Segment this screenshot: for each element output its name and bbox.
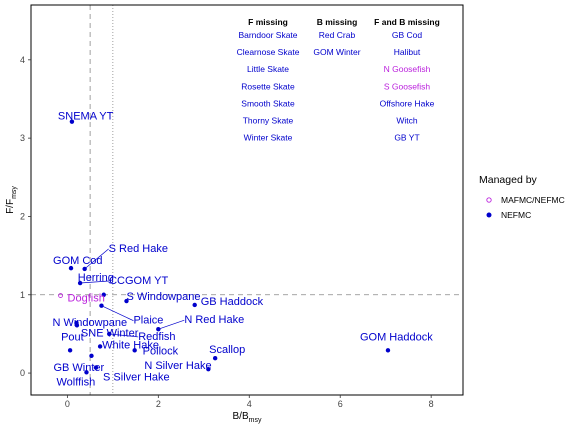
legend-label-nefmc: NEFMC <box>501 210 531 220</box>
label-n-silver-hake: N Silver Hake <box>144 360 211 372</box>
point-plaice <box>99 303 104 308</box>
table-cell-clearnose-skate: Clearnose Skate <box>237 47 300 57</box>
label-gb-winter: GB Winter <box>53 362 104 374</box>
label-pout: Pout <box>61 331 84 343</box>
point-gb-haddock <box>192 302 197 308</box>
point-sne-winter <box>74 323 80 328</box>
x-axis-title: B/Bmsy <box>233 411 262 424</box>
data-points <box>58 119 391 375</box>
label-gb-haddock: GB Haddock <box>201 296 264 308</box>
table-header-b-missing: B missing <box>317 17 358 27</box>
table-cell-winter-skate: Winter Skate <box>244 133 293 143</box>
point-pollock <box>132 348 137 353</box>
table-header-f-missing: F missing <box>248 17 288 27</box>
table-cell-red-crab: Red Crab <box>319 30 356 40</box>
point-labels: SNEMA YT GOM Cod S Red Hake CCGOM YTHerring… <box>52 111 433 389</box>
table-cell-little-skate: Little Skate <box>247 64 289 74</box>
x-tick-label: 0 <box>65 399 70 409</box>
label-n-red-hake: N Red Hake <box>184 314 244 326</box>
legend-marker-nefmc <box>486 212 492 218</box>
legend-title: Managed by <box>479 174 538 186</box>
leader-redfish <box>109 333 139 338</box>
label-gom-cod: GOM Cod <box>53 255 103 267</box>
plot-panel-border <box>30 4 464 396</box>
table-header-f-and-b-missing: F and B missing <box>374 17 440 27</box>
leader-plaice <box>101 305 134 322</box>
point-redfish <box>107 331 112 337</box>
point-s-silver-hake <box>93 365 99 370</box>
y-tick-label: 3 <box>20 133 25 143</box>
label-pollock: Pollock <box>143 345 179 357</box>
point-pout <box>67 348 73 353</box>
leader-n-red-hake <box>158 319 185 330</box>
x-tick-label: 6 <box>338 399 343 409</box>
label-s-silver-hake: S Silver Hake <box>103 372 170 384</box>
label-white-hake: White Hake <box>102 339 159 351</box>
label-wolffish: Wolffish <box>56 376 95 388</box>
leader-ccgom-yt <box>80 280 110 284</box>
point-ccgom-yt <box>77 280 83 286</box>
table-cell-smooth-skate: Smooth Skate <box>241 98 295 108</box>
table-cell-gb-yt: GB YT <box>394 133 419 143</box>
table-cell-thorny-skate: Thorny Skate <box>243 116 294 126</box>
label-gom-haddock: GOM Haddock <box>360 331 433 343</box>
point-dogfish <box>58 293 63 298</box>
table-cell-n-goosefish: N Goosefish <box>384 64 431 74</box>
y-tick-label: 0 <box>20 368 25 378</box>
table-cell-witch: Witch <box>396 116 418 126</box>
label-dogfish: Dogfish <box>68 293 105 305</box>
label-n-windowpane: N Windowpane <box>52 317 127 329</box>
point-s-windowpane <box>124 298 129 304</box>
legend-label-mafmc-nefmc: MAFMC/NEFMC <box>501 195 565 205</box>
x-tick-label: 2 <box>156 399 161 409</box>
point-s-red-hake <box>82 266 87 272</box>
table-cell-rosette-skate: Rosette Skate <box>241 81 295 91</box>
label-s-red-hake: S Red Hake <box>109 243 168 255</box>
missing-data-table: F missing Barndoor Skate Clearnose Skate Li… <box>237 17 440 143</box>
x-tick-label: 4 <box>247 399 252 409</box>
y-axis-title: F/Fmsy <box>5 186 18 214</box>
point-n-red-hake <box>156 327 161 332</box>
label-redfish: Redfish <box>138 331 175 343</box>
table-cell-offshore-hake: Offshore Hake <box>380 98 435 108</box>
axes: 0 2 4 6 8 0 1 2 3 4 <box>20 55 434 409</box>
point-n-silver-hake <box>206 366 211 372</box>
table-cell-halibut: Halibut <box>394 47 421 57</box>
label-plaice: Plaice <box>133 315 163 327</box>
point-herring <box>101 292 106 297</box>
point-gom-cod <box>68 265 74 271</box>
leader-s-red-hake <box>84 248 109 270</box>
y-tick-label: 1 <box>20 290 25 300</box>
label-leaders <box>80 248 185 338</box>
label-ccgom-yt: CCGOM YT <box>109 275 168 287</box>
point-white-hake <box>97 344 103 349</box>
y-tick-label: 4 <box>20 55 25 65</box>
point-scallop <box>212 355 218 361</box>
table-cell-gom-winter: GOM Winter <box>313 47 360 57</box>
label-snema-yt: SNEMA YT <box>58 111 114 123</box>
legend: Managed by MAFMC/NEFMC NEFMC <box>479 174 565 220</box>
table-cell-gb-cod: GB Cod <box>392 30 423 40</box>
y-tick-label: 2 <box>20 211 25 221</box>
point-gom-haddock <box>385 348 391 353</box>
point-snema-yt <box>69 119 75 124</box>
table-cell-barndoor-skate: Barndoor Skate <box>238 30 297 40</box>
label-sne-winter: SNE Winter <box>81 327 139 339</box>
label-herring: Herring <box>78 272 114 284</box>
point-wolffish <box>84 370 89 375</box>
legend-marker-mafmc-nefmc <box>486 197 492 203</box>
point-gb-winter <box>89 353 94 359</box>
label-s-windowpane: S Windowpane <box>126 291 200 303</box>
x-tick-label: 8 <box>429 399 434 409</box>
label-scallop: Scallop <box>209 344 245 356</box>
table-cell-s-goosefish: S Goosefish <box>384 81 431 91</box>
